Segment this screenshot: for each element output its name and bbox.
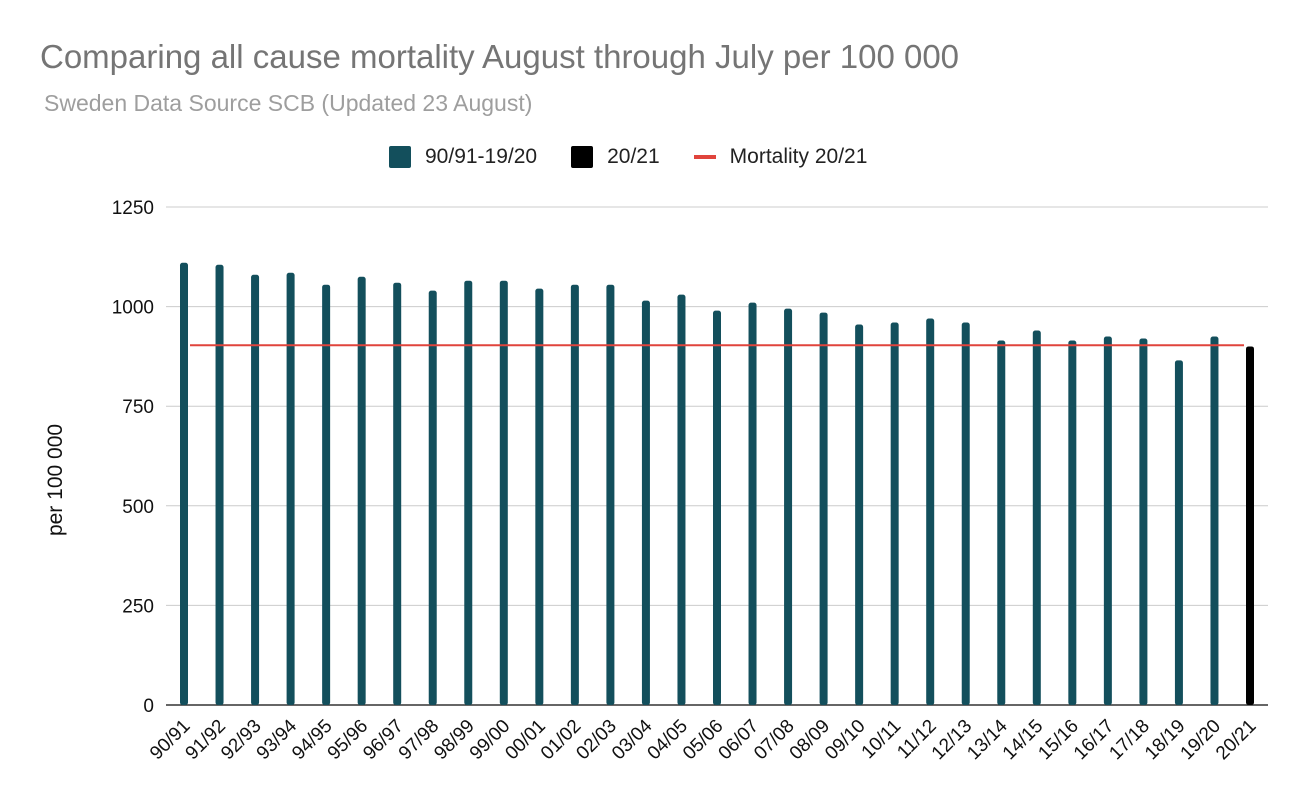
bar-90-91 — [180, 262, 188, 705]
x-tick-label-23: 13/14 — [963, 715, 1012, 764]
legend-swatch-2021 — [571, 146, 594, 168]
chart-subtitle: Sweden Data Source SCB (Updated 23 Augus… — [44, 90, 533, 116]
bar-01-02 — [570, 284, 579, 705]
bar-02-03 — [606, 284, 615, 705]
legend-swatch-historical — [389, 146, 411, 168]
y-tick-label-4: 1000 — [112, 298, 154, 319]
chart-title: Comparing all cause mortality August thr… — [40, 38, 960, 75]
x-tick-label-0: 90/91 — [146, 716, 194, 764]
legend-entry-mortality-line: Mortality 20/21 — [693, 145, 868, 169]
bar-05-06 — [713, 310, 721, 705]
x-tick-label-2: 92/93 — [217, 716, 265, 764]
y-tick-label-5: 1250 — [112, 198, 154, 219]
bar-18-19 — [1174, 360, 1183, 705]
x-tick-label-17: 07/08 — [750, 716, 798, 764]
x-tick-label-29: 19/20 — [1177, 716, 1225, 764]
legend-entry-2021: 20/21 — [571, 145, 660, 169]
bar-20-21 — [1246, 346, 1254, 705]
x-tick-label-16: 06/07 — [715, 716, 763, 764]
x-tick-label-14: 04/05 — [644, 716, 692, 764]
bar-97-98 — [428, 290, 437, 705]
bar-91-92 — [215, 264, 224, 705]
y-axis-title: per 100 000 — [44, 424, 67, 536]
bar-15-16 — [1068, 340, 1077, 705]
y-axis-ticks: 0 250 500 750 1000 1250 — [112, 198, 154, 717]
bar-00-01 — [535, 288, 544, 705]
bar-96-97 — [393, 282, 402, 705]
legend-label-mortality: Mortality 20/21 — [729, 145, 868, 168]
bars — [180, 262, 1254, 705]
x-tick-label-3: 93/94 — [253, 715, 302, 764]
y-tick-label-2: 500 — [122, 497, 154, 518]
legend: 90/91-19/20 20/21 Mortality 20/21 — [389, 143, 901, 171]
x-tick-label-11: 01/02 — [537, 716, 585, 764]
x-tick-label-27: 17/18 — [1105, 716, 1153, 764]
bar-93-94 — [286, 272, 295, 705]
bar-10-11 — [890, 322, 899, 705]
y-tick-label-1: 250 — [122, 596, 154, 617]
bar-09-10 — [855, 324, 864, 705]
bar-19-20 — [1210, 336, 1219, 705]
bar-04-05 — [677, 294, 686, 705]
x-tick-label-13: 03/04 — [608, 715, 657, 764]
x-tick-label-24: 14/15 — [999, 716, 1047, 764]
x-tick-label-5: 95/96 — [324, 716, 372, 764]
x-tick-label-25: 15/16 — [1034, 716, 1082, 764]
bar-12-13 — [961, 322, 970, 705]
x-tick-label-12: 02/03 — [572, 716, 620, 764]
x-tick-label-18: 08/09 — [786, 716, 834, 764]
bar-98-99 — [464, 280, 473, 705]
bar-94-95 — [322, 284, 331, 705]
legend-label-2021: 20/21 — [607, 145, 660, 168]
x-axis-ticks: 90/9191/9292/9393/9494/9595/9696/9797/98… — [146, 715, 1260, 764]
y-tick-label-0: 0 — [143, 696, 154, 717]
x-tick-label-26: 16/17 — [1070, 716, 1118, 764]
bar-11-12 — [926, 318, 935, 705]
x-tick-label-1: 91/92 — [182, 716, 230, 764]
bar-16-17 — [1103, 336, 1112, 705]
bar-03-04 — [641, 300, 650, 705]
bar-08-09 — [819, 312, 828, 705]
x-tick-label-22: 12/13 — [928, 716, 976, 764]
legend-label-historical: 90/91-19/20 — [425, 145, 538, 168]
bar-92-93 — [251, 274, 260, 705]
bar-14-15 — [1032, 330, 1041, 705]
bar-07-08 — [784, 308, 793, 705]
x-tick-label-28: 18/19 — [1141, 716, 1189, 764]
x-tick-label-15: 05/06 — [679, 716, 727, 764]
x-tick-label-19: 09/10 — [821, 716, 869, 764]
bar-06-07 — [748, 302, 757, 705]
x-tick-label-10: 00/01 — [501, 716, 549, 764]
x-tick-label-4: 94/95 — [288, 716, 336, 764]
bar-17-18 — [1139, 338, 1148, 705]
x-tick-label-30: 20/21 — [1212, 716, 1260, 764]
x-tick-label-9: 99/00 — [466, 716, 514, 764]
y-tick-label-3: 750 — [122, 397, 154, 418]
bar-99-00 — [499, 280, 508, 705]
bar-95-96 — [357, 276, 366, 705]
legend-entry-historical: 90/91-19/20 — [389, 145, 537, 169]
x-tick-label-20: 10/11 — [858, 716, 905, 763]
legend-line-mortality — [693, 155, 716, 159]
x-tick-label-7: 97/98 — [395, 716, 443, 764]
bar-13-14 — [997, 340, 1006, 705]
x-tick-label-6: 96/97 — [359, 716, 407, 764]
x-tick-label-8: 98/99 — [430, 716, 478, 764]
